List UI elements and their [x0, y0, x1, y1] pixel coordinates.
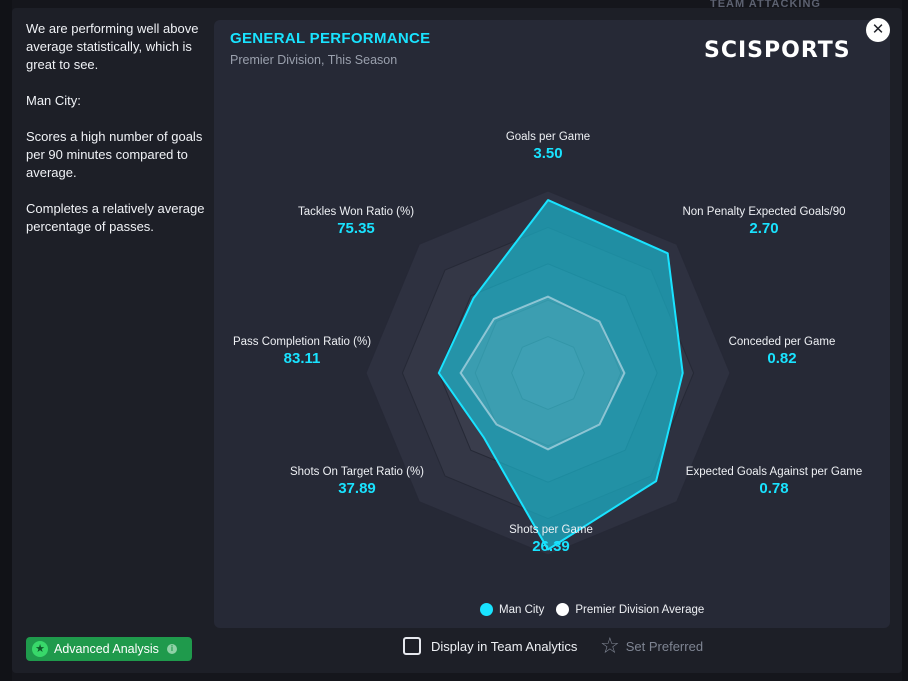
axis-value: 3.50: [533, 145, 563, 162]
card-title: GENERAL PERFORMANCE: [230, 30, 431, 47]
background-header-fragment: TEAM ATTACKING: [710, 0, 821, 8]
scisports-logo: SCISPORTS: [704, 38, 851, 63]
axis-label: Pass Completion Ratio (%) 83.11: [192, 335, 412, 369]
close-button[interactable]: ✕: [866, 18, 890, 42]
axis-value: 0.78: [759, 480, 789, 497]
axis-value: 0.82: [767, 350, 797, 367]
close-icon: ✕: [871, 21, 885, 38]
insight-text-panel: We are performing well above average sta…: [26, 20, 206, 254]
insight-paragraph: We are performing well above average sta…: [26, 21, 199, 72]
legend-dot-team: [480, 603, 493, 616]
axis-value: 83.11: [283, 350, 321, 367]
right-edge: [902, 0, 908, 681]
axis-label: Conceded per Game 0.82: [672, 335, 892, 369]
axis-value: 26.39: [532, 538, 570, 555]
checkbox-label: Display in Team Analytics: [431, 638, 578, 654]
axis-value: 75.35: [337, 220, 375, 237]
info-icon[interactable]: i: [166, 644, 177, 654]
insight-paragraph: Completes a relatively average percentag…: [26, 201, 205, 234]
axis-label: Shots per Game 26.39: [441, 523, 661, 557]
axis-label: Non Penalty Expected Goals/90 2.70: [654, 205, 874, 239]
axis-name: Shots per Game: [509, 524, 593, 536]
star-outline-icon: ☆: [600, 633, 620, 658]
legend-label: Man City: [499, 603, 545, 616]
legend-item-average: Premier Division Average: [556, 603, 704, 616]
axis-label: Shots On Target Ratio (%) 37.89: [247, 465, 467, 499]
legend-dot-average: [556, 603, 570, 616]
legend-label: Premier Division Average: [575, 603, 705, 616]
axis-name: Expected Goals Against per Game: [685, 466, 863, 478]
insight-paragraph: Scores a high number of goals per 90 min…: [26, 129, 203, 180]
card-subtitle: Premier Division, This Season: [230, 53, 398, 67]
checkbox-box[interactable]: [403, 637, 421, 655]
axis-name: Tackles Won Ratio (%): [297, 206, 415, 218]
axis-value: 2.70: [749, 220, 779, 237]
axis-name: Non Penalty Expected Goals/90: [682, 206, 846, 218]
axis-name: Pass Completion Ratio (%): [232, 336, 372, 348]
series-polygon-average: [459, 295, 626, 451]
left-edge: [0, 0, 12, 681]
insight-paragraph: Man City:: [26, 93, 81, 108]
axis-name: Conceded per Game: [728, 336, 836, 348]
radar-svg: [365, 190, 731, 556]
axis-label: Expected Goals Against per Game 0.78: [664, 465, 884, 499]
legend-item-team: Man City: [480, 603, 544, 616]
chart-legend: Man City Premier Division Average: [480, 603, 716, 616]
display-in-team-analytics-checkbox[interactable]: Display in Team Analytics: [403, 637, 577, 655]
axis-name: Shots On Target Ratio (%): [289, 466, 424, 478]
axis-value: 37.89: [338, 480, 376, 497]
set-preferred-button[interactable]: ☆ Set Preferred: [600, 635, 703, 657]
axis-label: Goals per Game 3.50: [438, 130, 658, 164]
series-polygon-team: [437, 199, 684, 551]
set-preferred-label: Set Preferred: [625, 638, 704, 654]
radar-chart: Goals per Game 3.50 Non Penalty Expected G…: [214, 20, 890, 628]
advanced-analysis-button[interactable]: Advanced Analysis i: [26, 637, 192, 661]
axis-name: Goals per Game: [505, 131, 591, 143]
advanced-analysis-label: Advanced Analysis: [54, 642, 159, 656]
axis-label: Tackles Won Ratio (%) 75.35: [246, 205, 466, 239]
star-badge-icon: [32, 641, 48, 657]
